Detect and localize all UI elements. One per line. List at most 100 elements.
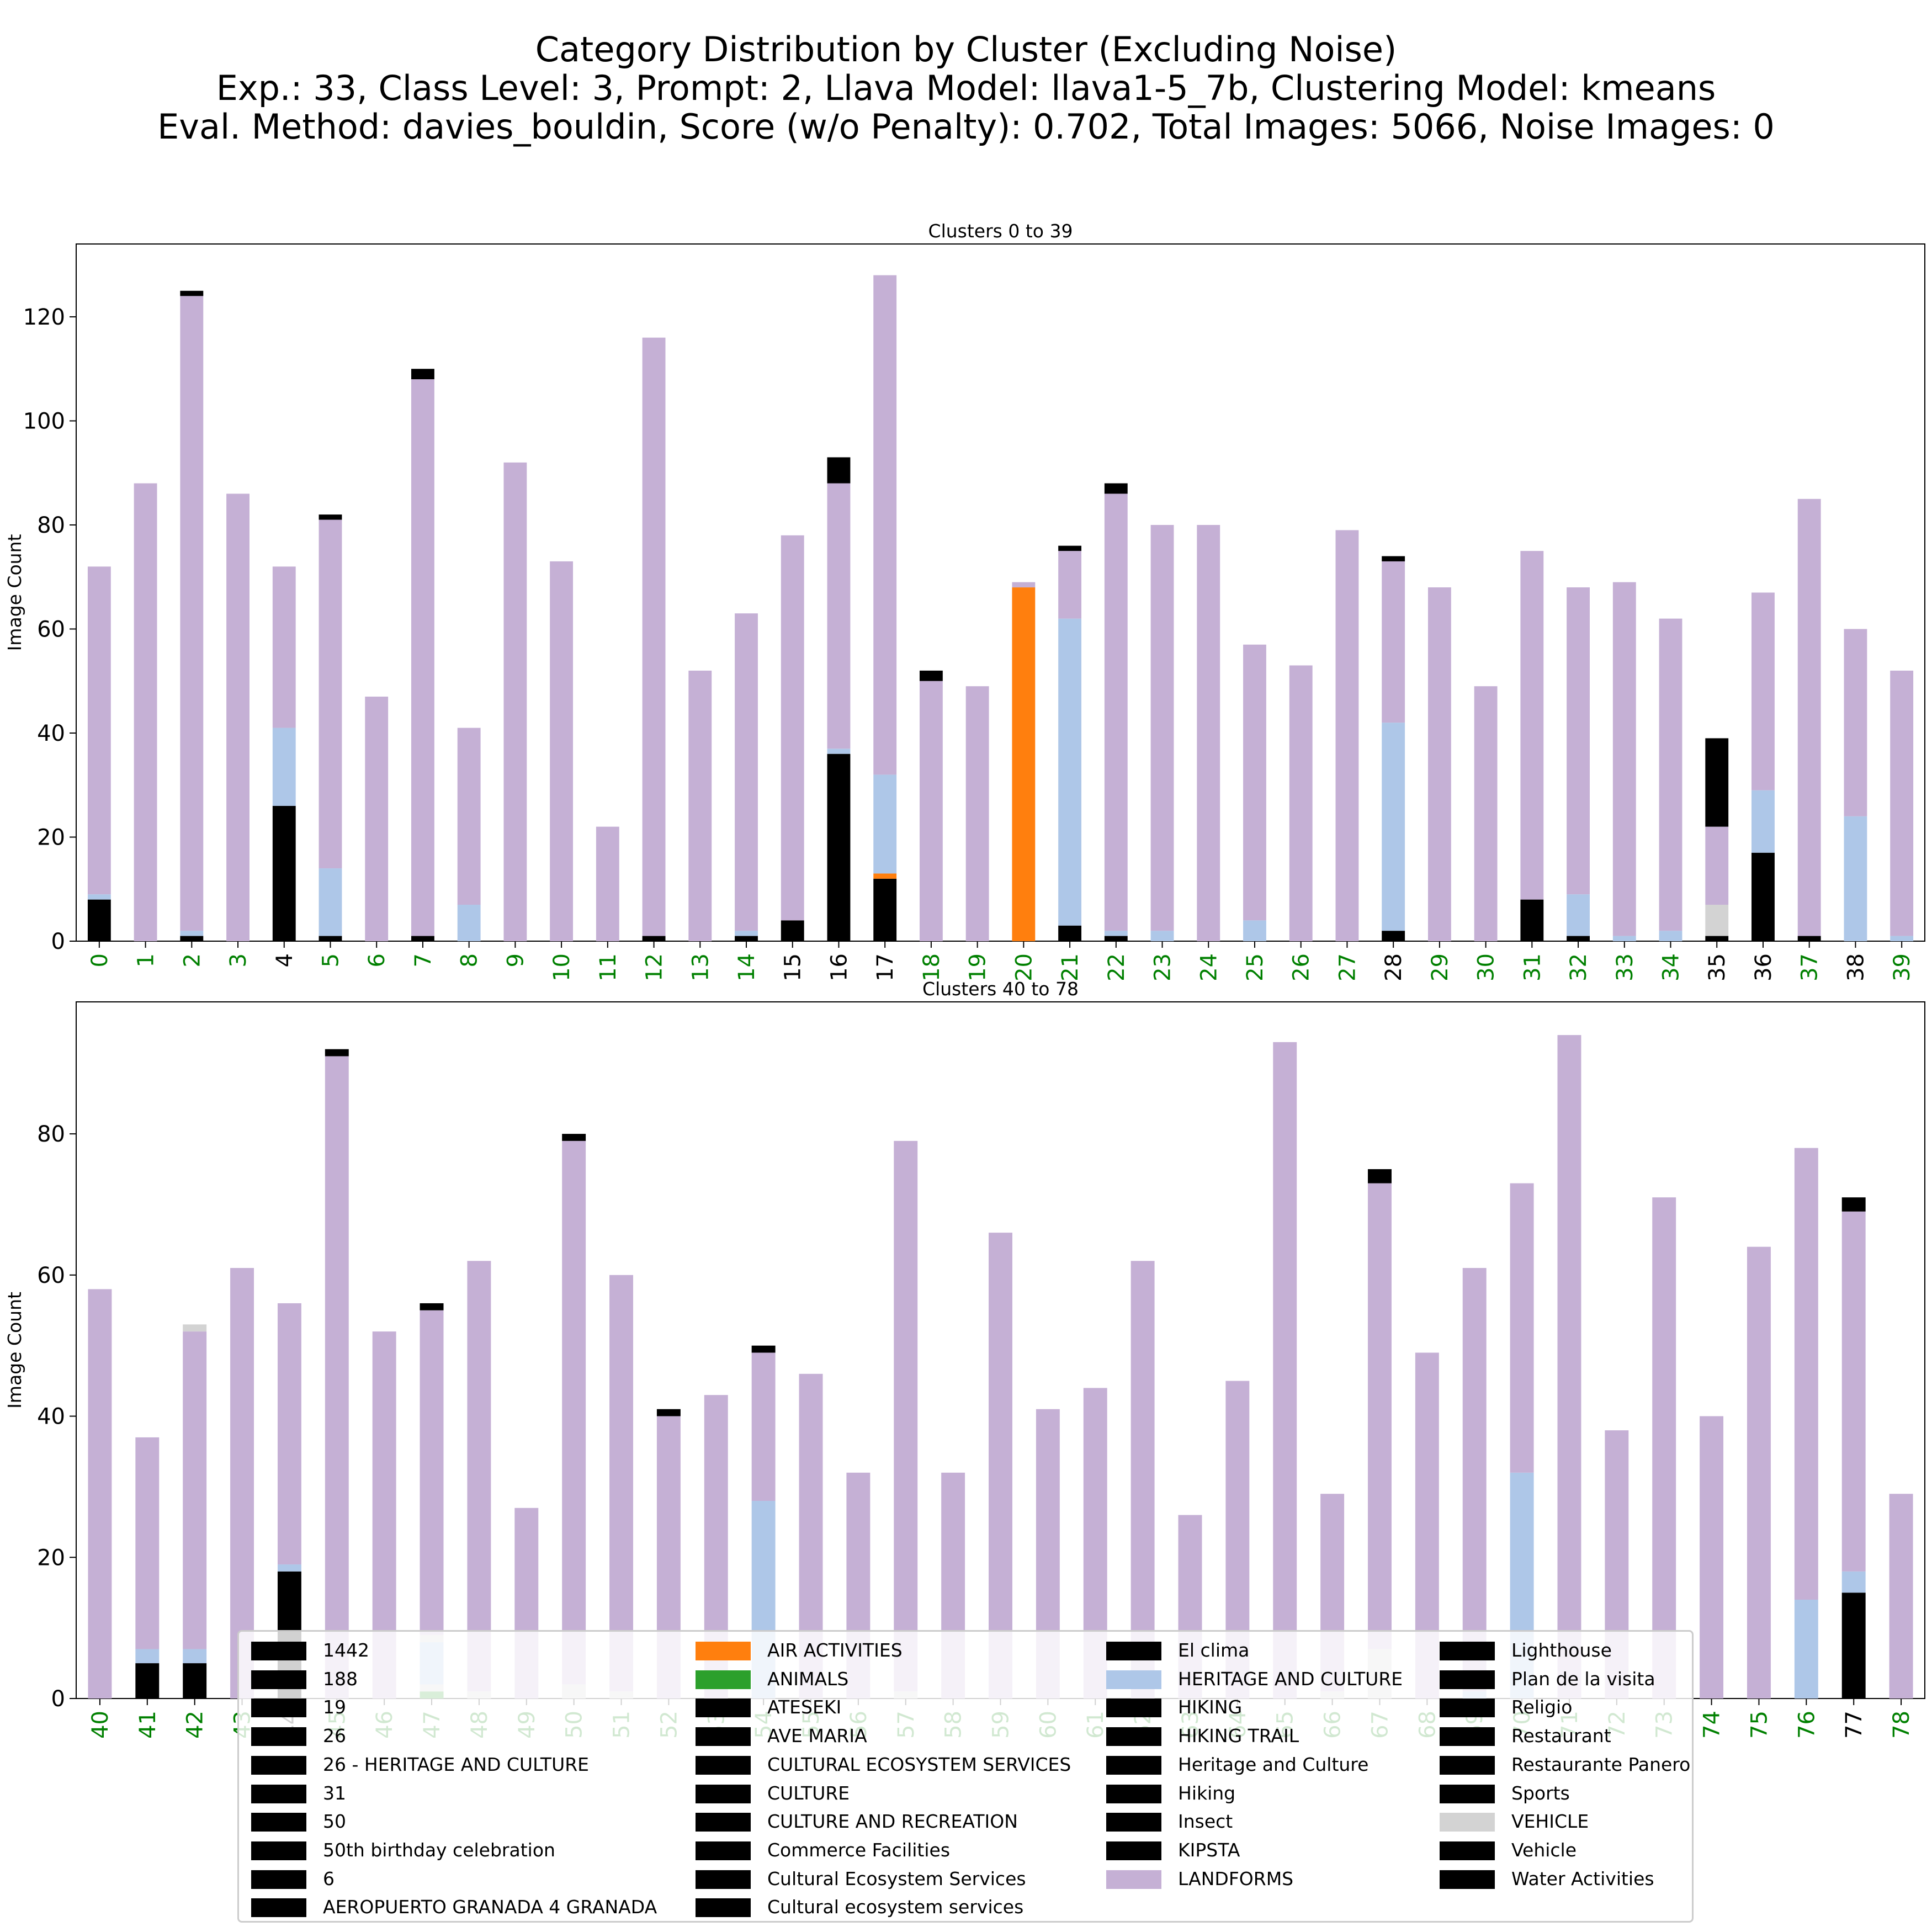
legend-label: KIPSTA bbox=[1178, 1839, 1240, 1861]
bar-segment bbox=[550, 561, 574, 941]
bar-segment bbox=[1150, 524, 1174, 931]
bar-segment bbox=[827, 483, 851, 749]
bar-segment bbox=[781, 535, 804, 921]
bar-segment bbox=[1520, 899, 1544, 941]
legend-label: Cultural ecosystem services bbox=[767, 1896, 1024, 1918]
legend-swatch bbox=[251, 1642, 306, 1660]
legend-swatch bbox=[696, 1898, 751, 1918]
legend-label: Sports bbox=[1511, 1782, 1570, 1804]
bar-segment bbox=[1243, 644, 1266, 921]
legend-label: AVE MARIA bbox=[767, 1725, 867, 1747]
bar-segment bbox=[656, 1409, 681, 1416]
x-tick-label: 20 bbox=[1011, 953, 1037, 981]
bar-segment bbox=[919, 681, 943, 941]
bar-segment bbox=[735, 936, 758, 941]
legend-swatch bbox=[251, 1727, 306, 1747]
x-tick-label: 12 bbox=[642, 953, 667, 981]
legend-swatch bbox=[1106, 1755, 1161, 1775]
bar-segment bbox=[272, 728, 296, 806]
legend-swatch bbox=[1106, 1784, 1161, 1803]
legend-label: El clima bbox=[1178, 1639, 1250, 1661]
bar-segment bbox=[642, 936, 666, 941]
bar-segment bbox=[503, 462, 527, 941]
legend-swatch bbox=[1106, 1642, 1161, 1660]
x-tick-label: 26 bbox=[1289, 953, 1314, 981]
x-tick-label: 8 bbox=[457, 953, 482, 967]
legend-label: 26 - HERITAGE AND CULTURE bbox=[323, 1753, 589, 1775]
bar-segment bbox=[827, 753, 851, 941]
bar-segment bbox=[1567, 936, 1590, 941]
bar-segment bbox=[919, 670, 943, 681]
bar-segment bbox=[688, 670, 712, 941]
bar-segment bbox=[183, 1649, 207, 1664]
legend-swatch bbox=[251, 1898, 306, 1918]
bar-segment bbox=[751, 1345, 776, 1353]
legend-label: AEROPUERTO GRANADA 4 GRANADA bbox=[323, 1896, 657, 1918]
bar-segment bbox=[230, 1268, 254, 1699]
legend-label: Restaurant bbox=[1511, 1725, 1611, 1747]
legend-label: Religio bbox=[1511, 1696, 1573, 1718]
legend-swatch bbox=[1106, 1841, 1161, 1860]
bar-segment bbox=[1794, 1148, 1818, 1600]
bar-segment bbox=[1705, 738, 1729, 827]
bar-segment bbox=[183, 1324, 207, 1332]
bar-segment bbox=[87, 899, 111, 941]
legend-swatch bbox=[251, 1813, 306, 1832]
bar-segment bbox=[873, 873, 897, 879]
legend-label: ATESEKI bbox=[767, 1696, 842, 1718]
legend-swatch bbox=[1106, 1870, 1161, 1889]
bar-segment bbox=[873, 275, 897, 775]
x-tick-label: 34 bbox=[1659, 953, 1684, 981]
legend-swatch bbox=[1440, 1642, 1495, 1660]
legend-swatch bbox=[696, 1642, 751, 1660]
legend-label: AIR ACTIVITIES bbox=[767, 1639, 903, 1661]
legend-swatch bbox=[251, 1699, 306, 1718]
bar-segment bbox=[1567, 894, 1590, 936]
legend-label: Vehicle bbox=[1511, 1839, 1577, 1861]
legend-label: 31 bbox=[323, 1782, 346, 1804]
bar-segment bbox=[272, 805, 296, 941]
legend-label: Water Activities bbox=[1511, 1867, 1654, 1889]
bar-segment bbox=[319, 868, 342, 936]
bar-segment bbox=[135, 1437, 160, 1649]
x-tick-label: 30 bbox=[1474, 953, 1499, 981]
legend-swatch bbox=[251, 1670, 306, 1689]
bar-segment bbox=[1751, 852, 1775, 941]
x-tick-label: 31 bbox=[1520, 953, 1545, 981]
bar-segment bbox=[1510, 1183, 1534, 1473]
legend-label: 26 bbox=[323, 1725, 346, 1747]
bar-segment bbox=[319, 936, 342, 941]
bar-segment bbox=[1844, 629, 1867, 816]
bar-segment bbox=[1659, 618, 1682, 931]
legend-swatch bbox=[696, 1841, 751, 1860]
bar-segment bbox=[1382, 931, 1405, 941]
legend-label: 188 bbox=[323, 1668, 358, 1690]
bar-segment bbox=[135, 1649, 160, 1664]
legend-swatch bbox=[1440, 1870, 1495, 1889]
bar-segment bbox=[180, 931, 204, 936]
x-tick-label: 16 bbox=[826, 953, 852, 981]
x-tick-label: 13 bbox=[688, 953, 713, 981]
bar-segment bbox=[87, 566, 111, 895]
bar-segment bbox=[457, 905, 481, 941]
bar-segment bbox=[87, 894, 111, 900]
x-tick-label: 18 bbox=[919, 953, 944, 981]
y-tick-label: 120 bbox=[23, 305, 65, 330]
x-tick-label: 14 bbox=[734, 953, 760, 981]
x-tick-label: 40 bbox=[88, 1711, 113, 1739]
legend-label: Commerce Facilities bbox=[767, 1839, 951, 1861]
x-tick-label: 9 bbox=[503, 953, 528, 967]
bar-segment bbox=[365, 697, 389, 941]
bar-segment bbox=[1705, 936, 1729, 941]
x-tick-label: 74 bbox=[1700, 1711, 1725, 1739]
bar-segment bbox=[319, 514, 342, 520]
title-line-3: Eval. Method: davies_bouldin, Score (w/o… bbox=[157, 107, 1775, 147]
bar-segment bbox=[642, 337, 666, 936]
legend-swatch bbox=[251, 1841, 306, 1860]
bar-segment bbox=[1751, 790, 1775, 853]
x-tick-label: 5 bbox=[318, 953, 343, 967]
bar-segment bbox=[180, 936, 204, 941]
bar-segment bbox=[457, 728, 481, 905]
x-tick-label: 7 bbox=[411, 953, 436, 967]
bar-segment bbox=[411, 369, 434, 380]
